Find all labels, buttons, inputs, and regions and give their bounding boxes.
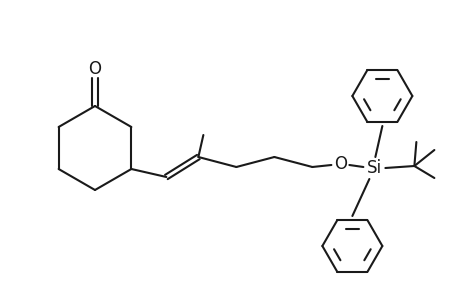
Text: O: O [88, 60, 101, 78]
Text: Si: Si [366, 159, 381, 177]
Text: O: O [333, 155, 346, 173]
